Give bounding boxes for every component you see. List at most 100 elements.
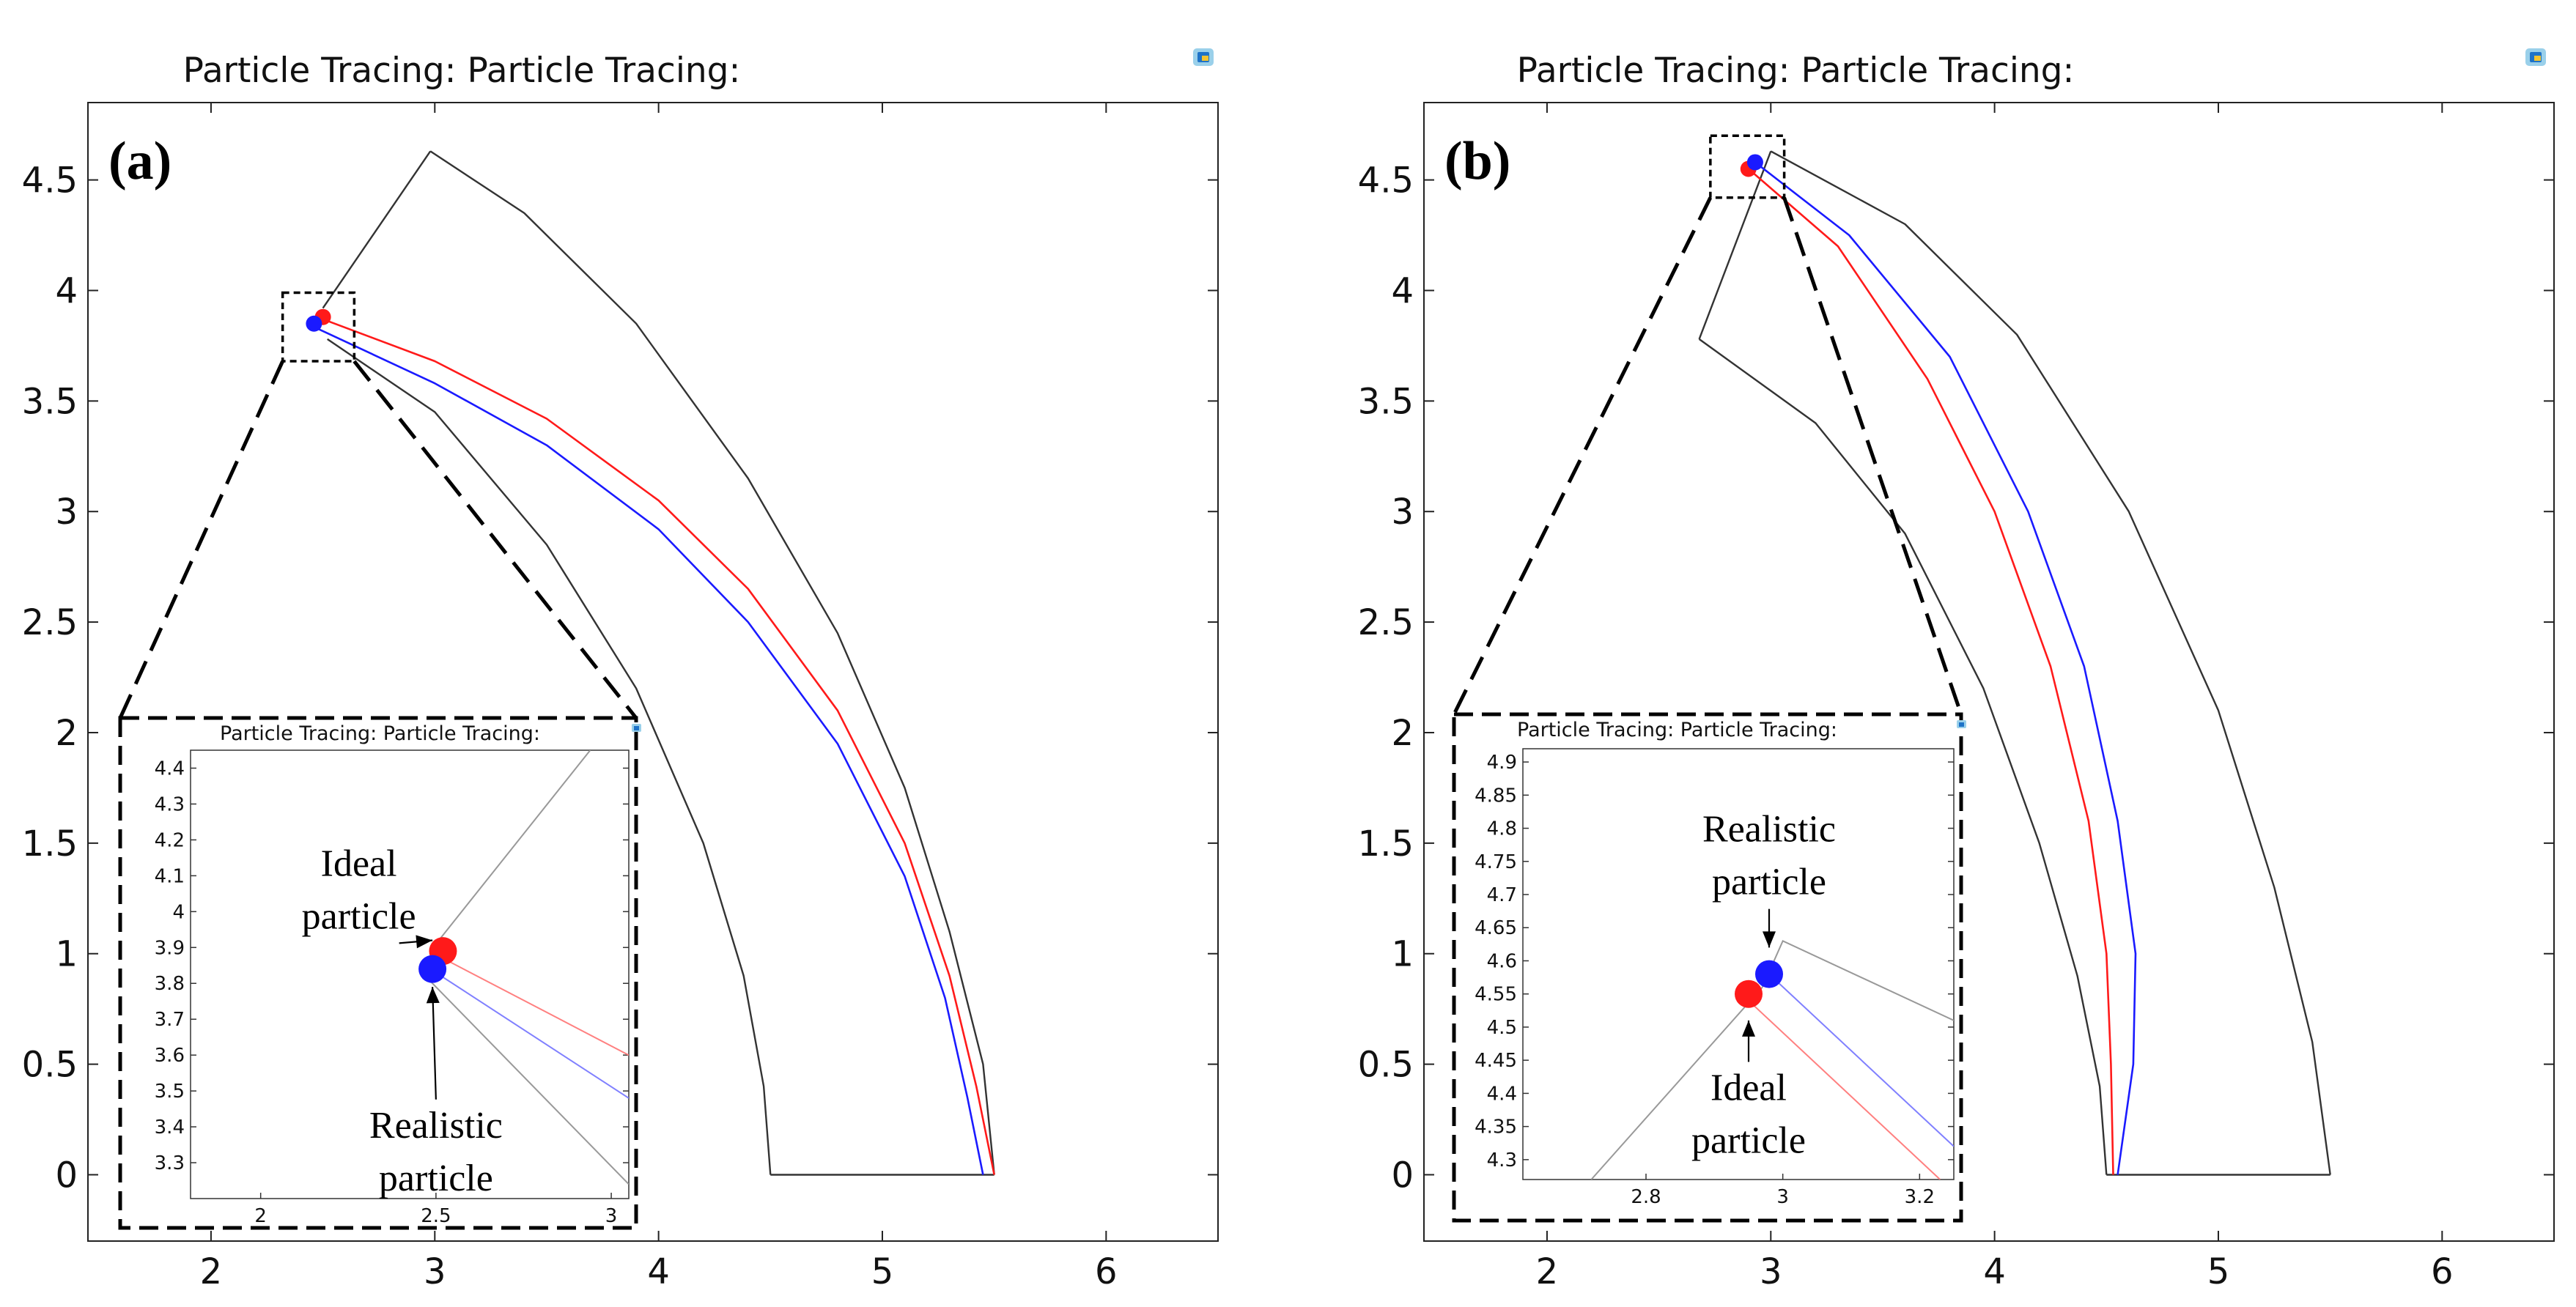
ideal-label-line: particle <box>302 895 416 937</box>
comsol-logo-icon <box>1193 48 1214 66</box>
inset-y-tick-label: 4.75 <box>1475 851 1517 873</box>
realistic-particle-marker <box>306 315 322 332</box>
inset-panel: Particle Tracing: Particle Tracing: 2 2.5 3… <box>118 716 641 1230</box>
inset-x-tick-label: 2.8 <box>1631 1186 1661 1208</box>
zoom-connector-left <box>1452 196 1713 716</box>
outer-wall-boundary <box>429 150 995 1175</box>
y-tick-label: 0.5 <box>22 1045 78 1086</box>
panel-a: Particle Tracing: Particle Tracing: 2 3 4 5 6… <box>22 48 1219 1292</box>
ideal-label-line: Ideal <box>1710 1067 1787 1108</box>
realistic-label: Realistic particle <box>369 1105 503 1199</box>
y-tick-label: 1.5 <box>22 823 78 864</box>
x-tick-label: 3 <box>1760 1251 1782 1292</box>
x-tick-label: 5 <box>2207 1251 2230 1292</box>
inset-plot-frame <box>190 749 630 1199</box>
inset-x-tick-label: 2 <box>254 1205 267 1227</box>
inset-y-tick-label: 4.4 <box>1487 1083 1517 1105</box>
inset-realistic-particle-marker <box>418 955 447 983</box>
inset-ideal-particle-marker <box>1735 980 1763 1008</box>
outer-wall-boundary <box>1770 150 2331 1175</box>
inset-inlet-wall <box>1590 987 1763 1180</box>
comsol-logo-icon <box>2525 48 2546 66</box>
panel-label: (a) <box>108 131 171 191</box>
ideal-label-arrowhead <box>1742 1020 1755 1037</box>
inset-title: Particle Tracing: Particle Tracing: <box>220 722 540 745</box>
y-tick-label: 2 <box>1391 713 1414 754</box>
ideal-label-line: particle <box>1691 1119 1806 1161</box>
inset-ideal-path <box>442 958 629 1056</box>
inset-y-tick-label: 3.8 <box>155 973 185 995</box>
y-tick-label: 1.5 <box>1358 823 1414 864</box>
realistic-label-arrowhead <box>426 987 440 1004</box>
realistic-label-line: particle <box>1712 862 1826 903</box>
inset-x-tick-label: 3 <box>1776 1186 1789 1208</box>
inlet-boundary <box>1698 150 1772 340</box>
ideal-label: Ideal particle <box>302 843 416 937</box>
y-tick-label: 0.5 <box>1358 1045 1414 1086</box>
x-tick-label: 5 <box>871 1251 894 1292</box>
inset-panel: Particle Tracing: Particle Tracing: 2.8 3 3… <box>1452 712 1966 1223</box>
inset-y-tick-label: 4.4 <box>155 758 185 780</box>
inset-y-tick-label: 4.3 <box>1487 1149 1517 1171</box>
inset-plot-area <box>1590 939 1954 1180</box>
inset-y-tick-label: 4.3 <box>155 793 185 815</box>
y-tick-label: 4 <box>55 270 78 311</box>
inset-y-tick-label: 4.65 <box>1475 917 1517 939</box>
y-tick-label: 4.5 <box>1358 160 1414 201</box>
y-tick-label: 0 <box>55 1155 78 1196</box>
panel-label: (b) <box>1444 131 1510 191</box>
inset-y-tick-label: 4.1 <box>155 865 185 887</box>
y-tick-label: 4.5 <box>22 160 78 201</box>
inset-realistic-particle-marker <box>1755 960 1783 988</box>
y-tick-label: 1 <box>1391 934 1414 975</box>
inset-y-tick-label: 4.85 <box>1475 785 1517 807</box>
realistic-particle-path <box>311 325 984 1175</box>
inset-x-tick-label: 3 <box>605 1205 618 1227</box>
y-tick-label: 2 <box>55 713 78 754</box>
chart-title: Particle Tracing: Particle Tracing: <box>1517 51 2075 91</box>
inset-y-tick-label: 3.7 <box>155 1009 185 1031</box>
realistic-label-line: particle <box>379 1158 493 1199</box>
x-tick-label: 6 <box>2431 1251 2454 1292</box>
realistic-particle-path <box>1754 161 2137 1175</box>
y-tick-label: 4 <box>1391 270 1414 311</box>
inset-inner-wall <box>424 975 629 1185</box>
inset-y-tick-label: 4.8 <box>1487 818 1517 840</box>
ideal-label-line: Ideal <box>321 843 397 884</box>
ideal-label: Ideal particle <box>1691 1067 1806 1161</box>
inset-title: Particle Tracing: Particle Tracing: <box>1517 719 1837 741</box>
realistic-label-line: Realistic <box>1702 809 1836 851</box>
inner-wall-boundary <box>1698 338 2108 1175</box>
zoom-box <box>1709 134 1786 199</box>
inset-y-tick-label: 4.5 <box>1487 1017 1517 1039</box>
comsol-logo-icon <box>632 724 641 732</box>
x-tick-label: 2 <box>200 1251 223 1292</box>
zoom-box <box>281 291 356 363</box>
x-tick-label: 6 <box>1095 1251 1118 1292</box>
realistic-particle-marker <box>1746 154 1763 171</box>
x-tick-label: 3 <box>424 1251 446 1292</box>
inset-y-tick-label: 4.9 <box>1487 752 1517 774</box>
comsol-logo-icon <box>1957 720 1966 728</box>
y-tick-label: 3 <box>1391 492 1414 533</box>
inset-y-tick-label: 4.35 <box>1475 1117 1517 1138</box>
inlet-boundary <box>322 150 432 309</box>
chart-title: Particle Tracing: Particle Tracing: <box>183 51 741 91</box>
inset-plot-frame <box>1522 748 1955 1180</box>
x-tick-label: 2 <box>1536 1251 1559 1292</box>
ideal-particle-path <box>322 318 995 1175</box>
panel-b: Particle Tracing: Particle Tracing: 2 3 4 5 6… <box>1358 48 2555 1292</box>
y-tick-label: 2.5 <box>1358 602 1414 643</box>
ideal-label-arrowhead <box>416 935 433 949</box>
y-tick-label: 1 <box>55 934 78 975</box>
inset-realistic-path <box>435 971 629 1099</box>
inner-wall-boundary <box>327 338 772 1175</box>
zoom-connector-left <box>118 360 284 719</box>
inset-y-tick-label: 3.9 <box>155 937 185 959</box>
inset-y-tick-label: 4.45 <box>1475 1050 1517 1072</box>
inset-y-tick-label: 4.7 <box>1487 884 1517 906</box>
inset-y-tick-label: 4.6 <box>1487 950 1517 972</box>
y-tick-label: 3 <box>55 492 78 533</box>
inset-y-tick-label: 3.5 <box>155 1081 185 1103</box>
zoom-connector-right <box>1782 196 1963 715</box>
